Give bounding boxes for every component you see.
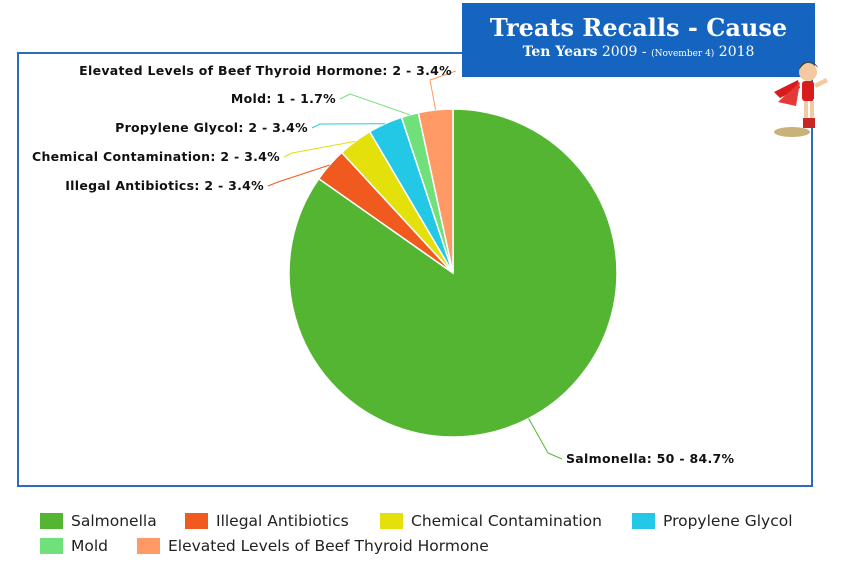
data-label-5: Elevated Levels of Beef Thyroid Hormone:… — [79, 63, 452, 78]
legend-label: Illegal Antibiotics — [216, 512, 349, 530]
legend-item-chemical-contamination[interactable]: Chemical Contamination — [380, 512, 602, 530]
legend-item-illegal-antibiotics[interactable]: Illegal Antibiotics — [185, 512, 349, 530]
legend-label: Propylene Glycol — [663, 512, 793, 530]
data-label-0: Salmonella: 50 - 84.7% — [566, 451, 734, 466]
legend-item-mold[interactable]: Mold — [40, 537, 108, 555]
legend-swatch — [185, 513, 208, 529]
leader-line-2 — [283, 140, 356, 158]
leader-line-4 — [339, 93, 411, 116]
data-labels: Salmonella: 50 - 84.7% Illegal Antibiotic… — [32, 63, 734, 466]
legend-swatch — [137, 538, 160, 554]
legend-label: Mold — [71, 537, 109, 555]
subtitle-small: (November 4) — [651, 49, 715, 59]
legend-swatch — [380, 513, 403, 529]
leader-line-1 — [267, 164, 330, 187]
legend-label: Chemical Contamination — [411, 512, 602, 530]
data-label-4: Mold: 1 - 1.7% — [231, 91, 336, 106]
title-box: Treats Recalls - Cause Ten Years 2009 - … — [462, 3, 815, 77]
leader-lines — [267, 70, 563, 460]
leader-line-5 — [429, 70, 457, 110]
subtitle-start: 2009 - — [601, 44, 647, 60]
subtitle-bold: Ten Years — [522, 44, 598, 60]
chart-title: Treats Recalls - Cause — [489, 13, 788, 42]
data-label-1: Illegal Antibiotics: 2 - 3.4% — [65, 178, 264, 193]
chart-subtitle: Ten Years 2009 - (November 4) 2018 — [462, 43, 815, 63]
legend-swatch — [40, 538, 63, 554]
legend-swatch — [40, 513, 63, 529]
subtitle-end: 2018 — [718, 44, 755, 60]
legend-label: Salmonella — [71, 512, 157, 530]
leader-line-3 — [311, 123, 386, 129]
superhero-mascot-icon — [774, 62, 828, 137]
leader-line-0 — [528, 418, 563, 460]
legend-item-propylene-glycol[interactable]: Propylene Glycol — [632, 512, 793, 530]
data-label-2: Chemical Contamination: 2 - 3.4% — [32, 149, 280, 164]
legend-swatch — [632, 513, 655, 529]
legend-label: Elevated Levels of Beef Thyroid Hormone — [168, 537, 489, 555]
data-label-3: Propylene Glycol: 2 - 3.4% — [115, 120, 308, 135]
legend-item-elevated-levels-of-beef-thyroid-hormone[interactable]: Elevated Levels of Beef Thyroid Hormone — [137, 537, 489, 555]
pie-slice-elevated-levels-of-beef-thyroid-hormone — [417, 108, 454, 274]
pie-slices — [288, 108, 618, 438]
legend-item-salmonella[interactable]: Salmonella — [40, 512, 157, 530]
